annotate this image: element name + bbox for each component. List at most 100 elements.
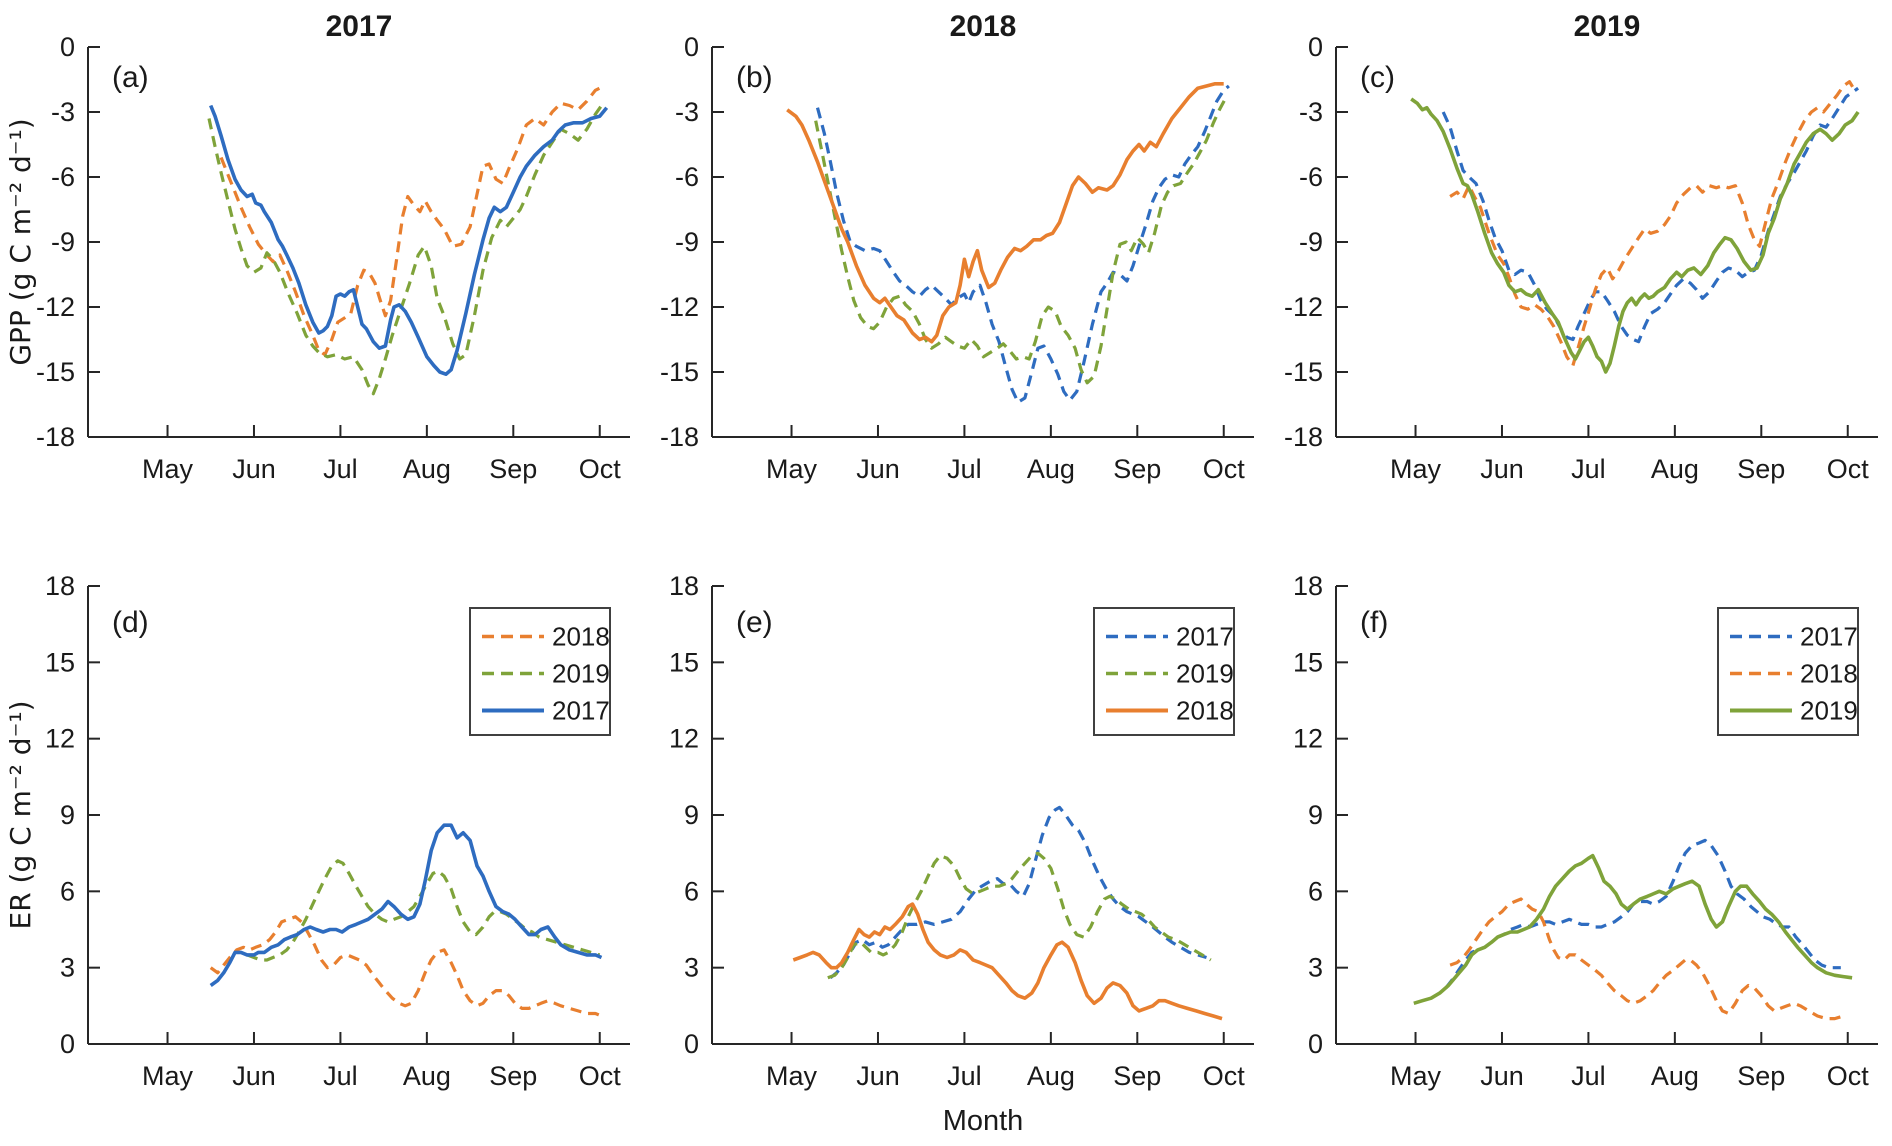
y-tick-label: 9 [684,800,699,830]
y-tick-label: 6 [1308,876,1323,906]
y-tick-label: -3 [675,97,699,127]
y-tick-label: 0 [1308,1029,1323,1059]
y-tick-label: -3 [1299,97,1323,127]
x-axis-label-month: Month [943,1105,1024,1137]
y-tick-label: -6 [51,162,75,192]
legend-label-2017: 2017 [552,696,610,726]
y-tick-label: 0 [1308,32,1323,62]
y-tick-label: -15 [1284,357,1323,387]
y-tick-label: 0 [684,32,699,62]
panel-a-series-2017-line [209,104,609,377]
x-tick-label: Jul [323,454,358,484]
y-tick-label: -15 [36,357,75,387]
x-tick-label: Jun [232,1061,276,1091]
panel-f-series-2018-line [1449,897,1844,1021]
x-tick-label: Jun [856,454,900,484]
x-tick-label: Sep [489,1061,537,1091]
panel-c-letter: (c) [1360,61,1395,94]
y-tick-label: 3 [1308,953,1323,983]
panel-a-series-2018-line [219,84,605,357]
x-tick-label: Aug [403,454,451,484]
x-tick-label: May [1390,1061,1442,1091]
x-tick-label: Jun [232,454,276,484]
y-axis-label-er: ER (g C m⁻² d⁻¹) [4,701,37,930]
x-tick-label: May [766,454,818,484]
legend-label-2018: 2018 [1176,696,1234,726]
y-tick-label: 9 [1308,800,1323,830]
panel-e-series-2018-line [792,902,1223,1021]
panel-a-letter: (a) [112,61,149,94]
x-tick-label: Oct [1203,1061,1246,1091]
legend-label-2019: 2019 [552,659,610,689]
x-tick-label: Sep [489,454,537,484]
x-tick-label: Jun [1480,454,1524,484]
panel-b-series-2019-line [814,96,1228,385]
panel-b-letter: (b) [736,61,773,94]
y-axis-label-gpp: GPP (g C m⁻² d⁻¹) [4,118,37,365]
legend-label-2018: 2018 [552,622,610,652]
x-tick-label: Sep [1113,1061,1161,1091]
x-tick-label: Oct [1827,1061,1870,1091]
x-tick-label: Aug [1651,454,1699,484]
panel-b-series-2017-line [815,84,1230,404]
y-tick-label: 9 [60,800,75,830]
y-tick-label: 12 [45,724,75,754]
x-tick-label: Sep [1737,454,1785,484]
y-tick-label: -6 [1299,162,1323,192]
panel-d-series-2017-line [209,823,603,987]
y-tick-label: -15 [660,357,699,387]
y-tick-label: 18 [1293,571,1323,601]
panel-d-series-2019-line [246,859,601,962]
x-tick-label: Oct [579,454,622,484]
y-tick-label: 15 [45,647,75,677]
y-tick-label: 3 [684,953,699,983]
y-tick-label: -12 [1284,292,1323,322]
x-tick-label: Oct [1203,454,1246,484]
x-tick-label: Jul [947,1061,982,1091]
x-tick-label: Jul [1571,454,1606,484]
x-tick-label: Jul [947,454,982,484]
x-tick-label: Jun [1480,1061,1524,1091]
y-tick-label: 15 [669,647,699,677]
legend-label-2019: 2019 [1800,696,1858,726]
panel-f-letter: (f) [1360,606,1388,639]
x-tick-label: Sep [1737,1061,1785,1091]
x-tick-label: May [142,454,194,484]
panel-f-series-2017-line [1444,838,1841,989]
x-tick-label: Jul [323,1061,358,1091]
x-tick-label: Jul [1571,1061,1606,1091]
x-tick-label: Jun [856,1061,900,1091]
x-tick-label: Aug [1027,1061,1075,1091]
x-tick-label: Oct [579,1061,622,1091]
panel-c-series-2019-line [1410,97,1860,374]
x-tick-label: May [142,1061,194,1091]
panel-f-legend-box [1717,607,1859,736]
x-tick-label: May [766,1061,818,1091]
x-tick-label: Sep [1113,454,1161,484]
panel-d-letter: (d) [112,606,149,639]
y-tick-label: -12 [660,292,699,322]
y-tick-label: 3 [60,953,75,983]
legend-label-2017: 2017 [1176,622,1234,652]
y-tick-label: 12 [669,724,699,754]
y-tick-label: -6 [675,162,699,192]
y-tick-label: -9 [675,227,699,257]
panel-e-letter: (e) [736,606,773,639]
y-tick-label: 18 [45,571,75,601]
y-tick-label: 0 [60,32,75,62]
legend-label-2018: 2018 [1800,659,1858,689]
y-tick-label: -18 [660,422,699,452]
panel-e-series-2017-line [829,805,1207,980]
y-tick-label: 0 [60,1029,75,1059]
x-tick-label: May [1390,454,1442,484]
panel-b-series-2018-line [786,82,1224,344]
x-tick-label: Aug [1651,1061,1699,1091]
y-tick-label: -18 [1284,422,1323,452]
panel-a-series-2019-line [207,104,603,396]
panel-e-legend-box [1093,607,1235,736]
legend-label-2017: 2017 [1800,622,1858,652]
panel-d-legend-box [469,607,611,736]
y-tick-label: 15 [1293,647,1323,677]
y-tick-label: -9 [1299,227,1323,257]
